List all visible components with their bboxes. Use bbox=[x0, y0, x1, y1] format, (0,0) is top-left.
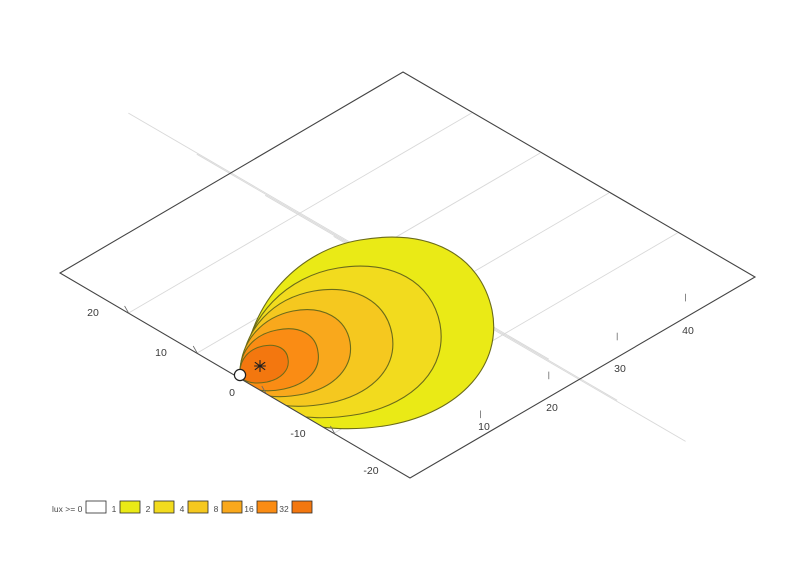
legend-item-3[interactable]: 4 bbox=[180, 500, 209, 514]
legend-item-1-label: 1 bbox=[112, 504, 117, 514]
legend-item-0-label: 0 bbox=[78, 504, 83, 514]
contour-band-32 bbox=[239, 344, 289, 384]
legend-item-0-swatch bbox=[85, 500, 107, 514]
legend-item-3-label: 4 bbox=[180, 504, 185, 514]
legend: lux >= 0 1 2 4 8 bbox=[52, 500, 313, 514]
plot-plane-border bbox=[58, 71, 757, 479]
axis-left-tick-0: 20 bbox=[87, 307, 99, 319]
luminaire-position-icon bbox=[233, 368, 247, 382]
axis-left-tick-4: -20 bbox=[363, 465, 378, 477]
axis-left: 20 10 0 -10 -20 bbox=[87, 305, 379, 477]
aim-point-asterisk-icon bbox=[254, 359, 266, 373]
legend-item-4[interactable]: 8 bbox=[214, 500, 243, 514]
legend-item-2-label: 2 bbox=[146, 504, 151, 514]
legend-item-4-label: 8 bbox=[214, 504, 219, 514]
axis-right-tick-2: 30 bbox=[614, 363, 626, 375]
legend-item-6-label: 32 bbox=[279, 504, 289, 514]
contour-bands bbox=[239, 236, 495, 430]
legend-item-2-swatch bbox=[153, 500, 175, 514]
legend-item-5-swatch bbox=[256, 500, 278, 514]
legend-item-6-swatch bbox=[291, 500, 313, 514]
legend-item-1-swatch bbox=[119, 500, 141, 514]
legend-item-0[interactable]: 0 bbox=[78, 500, 107, 514]
legend-item-6[interactable]: 32 bbox=[279, 500, 313, 514]
axis-right: 10 20 30 40 bbox=[478, 293, 694, 433]
axis-left-tick-2: 0 bbox=[229, 387, 235, 399]
axis-left-tick-3: -10 bbox=[290, 428, 305, 440]
legend-item-1[interactable]: 1 bbox=[112, 500, 141, 514]
axis-right-tick-1: 20 bbox=[546, 402, 558, 414]
legend-item-4-swatch bbox=[221, 500, 243, 514]
legend-item-5[interactable]: 16 bbox=[244, 500, 278, 514]
legend-title: lux >= bbox=[52, 504, 75, 514]
legend-item-2[interactable]: 2 bbox=[146, 500, 175, 514]
legend-item-3-swatch bbox=[187, 500, 209, 514]
axis-left-tick-1: 10 bbox=[155, 347, 167, 359]
axis-right-tick-0: 10 bbox=[478, 421, 490, 433]
axis-right-tick-3: 40 bbox=[682, 325, 694, 337]
legend-item-5-label: 16 bbox=[244, 504, 254, 514]
